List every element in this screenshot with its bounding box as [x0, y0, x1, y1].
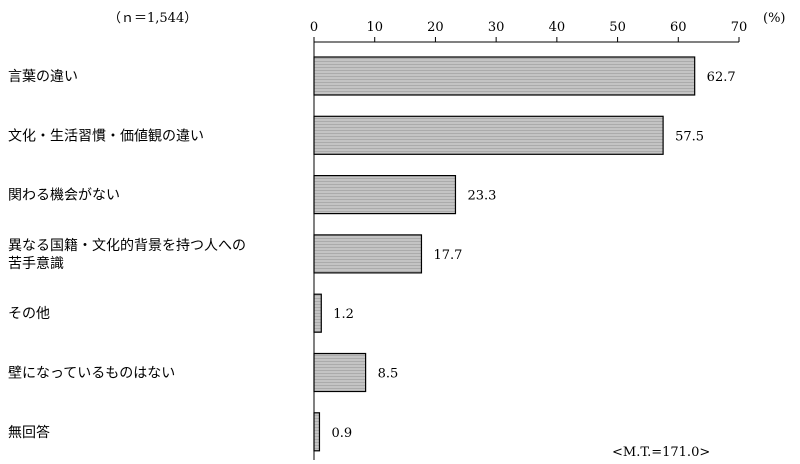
sample-size-note: （ｎ＝1,544） — [108, 11, 197, 26]
bar — [313, 175, 457, 215]
bar-value-label: 23.3 — [467, 189, 496, 204]
bar-value-label: 8.5 — [378, 367, 399, 382]
category-label: 無回答 — [8, 424, 50, 441]
x-axis-ticks: 0 10 20 30 40 50 60 70 — [310, 20, 747, 42]
bar-value-label: 62.7 — [707, 70, 736, 85]
bar — [313, 234, 423, 274]
category-label: 文化・生活習慣・価値観の違い — [8, 127, 204, 144]
bar — [313, 412, 321, 452]
category-label: 言葉の違い — [8, 69, 78, 85]
x-tick-label: 0 — [310, 20, 318, 35]
bar-value-label: 17.7 — [433, 248, 462, 263]
unit-label: (%) — [763, 11, 786, 26]
category-label: 壁になっているものはない — [8, 366, 175, 382]
bars: 62.7 言葉の違い 57.5 文化・生活習慣・価値観の違い 23.3 関わる機会がない 1… — [8, 56, 736, 452]
bar-value-label: 57.5 — [675, 129, 704, 144]
bar — [313, 56, 696, 96]
bar — [313, 293, 322, 333]
bar — [313, 115, 664, 155]
x-tick-label: 70 — [731, 20, 748, 35]
x-tick-label: 20 — [427, 20, 444, 35]
multiple-total-note: <M.T.=171.0> — [612, 445, 710, 460]
category-label: 苦手意識 — [8, 255, 64, 272]
category-label: 関わる機会がない — [8, 188, 120, 204]
bar-value-label: 0.9 — [331, 426, 352, 441]
x-tick-label: 50 — [609, 20, 626, 35]
x-tick-label: 30 — [488, 20, 505, 35]
x-tick-label: 40 — [549, 20, 566, 35]
category-label: 異なる国籍・文化的背景を持つ人への — [8, 237, 246, 254]
bar-value-label: 1.2 — [333, 307, 354, 322]
bar — [313, 352, 367, 393]
x-tick-label: 10 — [366, 20, 383, 35]
x-tick-label: 60 — [670, 20, 687, 35]
category-label: その他 — [8, 306, 50, 322]
